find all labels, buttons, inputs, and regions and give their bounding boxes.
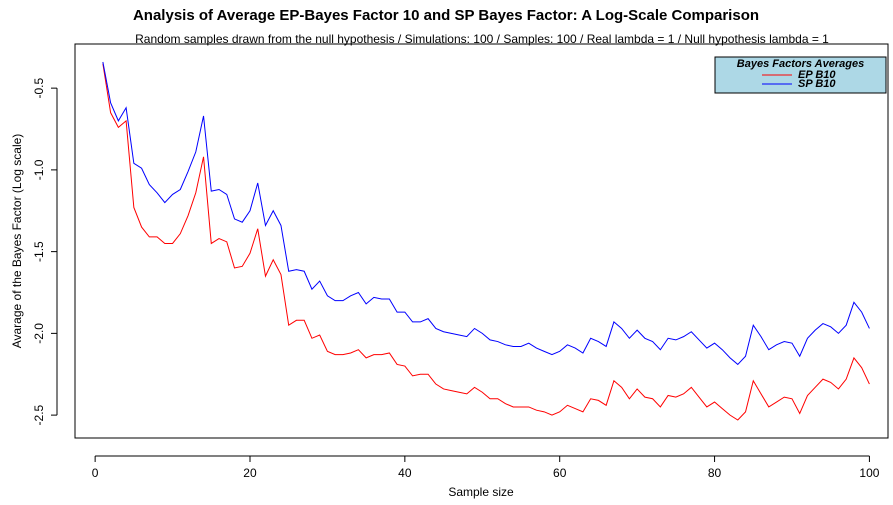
line-series	[102, 63, 870, 421]
x-tick-label: 40	[398, 466, 412, 480]
x-tick-label: 80	[708, 466, 722, 480]
chart-subtitle: Random samples drawn from the null hypot…	[135, 32, 829, 46]
x-tick-label: 20	[243, 466, 257, 480]
x-tick-label: 60	[553, 466, 567, 480]
chart-title: Analysis of Average EP-Bayes Factor 10 a…	[133, 7, 759, 24]
line-series	[102, 61, 870, 366]
y-tick-label: -2.0	[32, 323, 46, 344]
y-axis-label: Avarage of the Bayes Factor (Log scale)	[10, 134, 24, 349]
y-tick-label: -0.5	[32, 77, 46, 98]
plot-frame	[74, 43, 889, 439]
legend-label: EP B10	[798, 69, 836, 81]
legend-title: Bayes Factors Averages	[737, 58, 864, 70]
y-tick-label: -2.5	[32, 404, 46, 425]
y-tick-label: -1.5	[32, 241, 46, 262]
legend-box	[714, 56, 887, 94]
x-tick-label: 0	[92, 466, 99, 480]
legend-label: SP B10	[798, 78, 836, 90]
x-axis-label: Sample size	[448, 485, 514, 499]
x-tick-label: 100	[859, 466, 879, 480]
y-tick-label: -1.0	[32, 159, 46, 180]
